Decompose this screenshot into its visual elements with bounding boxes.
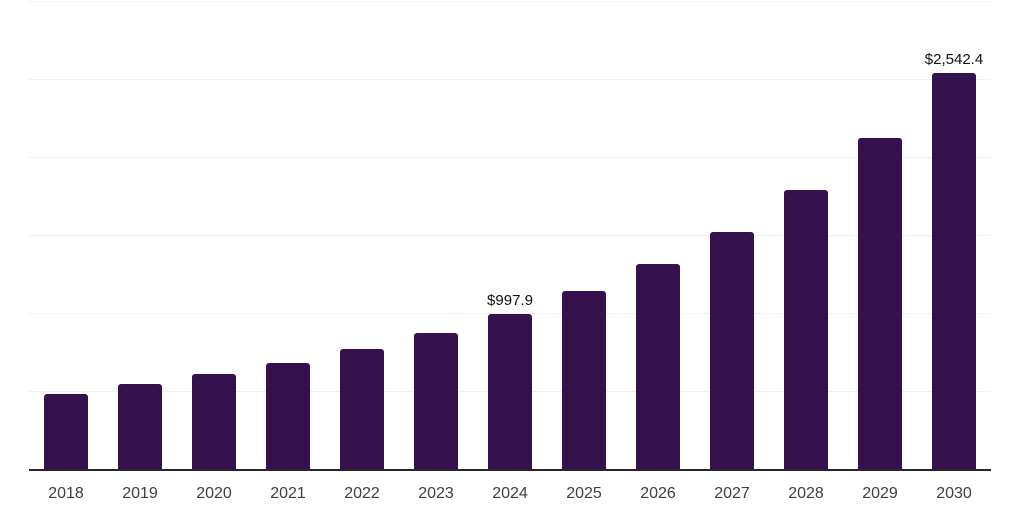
x-tick-label-2023: 2023 [418, 485, 454, 502]
x-tick-label-2027: 2027 [714, 485, 750, 502]
bar-2030 [932, 73, 976, 470]
bar-value-label-2024: $997.9 [487, 292, 533, 310]
x-tick-label-2029: 2029 [862, 485, 898, 502]
gridline-2000 [29, 157, 991, 158]
x-axis-line [29, 469, 991, 471]
gridline-3000 [29, 1, 991, 2]
x-tick-label-2018: 2018 [48, 485, 84, 502]
bar-2025 [562, 291, 606, 470]
bar-2023 [414, 332, 458, 470]
x-tick-label-2022: 2022 [344, 485, 380, 502]
x-tick-label-2024: 2024 [492, 485, 528, 502]
x-axis: 2018 2019 2020 2021 2022 2023 2024 2025 2026 2027… [29, 470, 991, 512]
x-tick-label-2021: 2021 [270, 485, 306, 502]
x-tick-label-2020: 2020 [196, 485, 232, 502]
bar-2022 [340, 348, 384, 470]
bar-2028 [784, 189, 828, 470]
bar-2020 [192, 373, 236, 470]
bar-2024 [488, 314, 532, 470]
bar-2026 [636, 263, 680, 470]
bar-2027 [710, 232, 754, 470]
plot-area: $997.9 $2,542.4 [29, 1, 991, 471]
gridline-1000 [29, 313, 991, 314]
bar-2029 [858, 137, 902, 470]
x-tick-label-2028: 2028 [788, 485, 824, 502]
x-tick-label-2019: 2019 [122, 485, 158, 502]
bar-2018 [44, 394, 88, 470]
bar-2021 [266, 362, 310, 470]
x-tick-label-2030: 2030 [936, 485, 972, 502]
x-tick-label-2025: 2025 [566, 485, 602, 502]
x-tick-label-2026: 2026 [640, 485, 676, 502]
bar-value-label-2030: $2,542.4 [924, 51, 984, 69]
gridline-1500 [29, 235, 991, 236]
gridline-2500 [29, 79, 991, 80]
bar-2019 [118, 384, 162, 470]
